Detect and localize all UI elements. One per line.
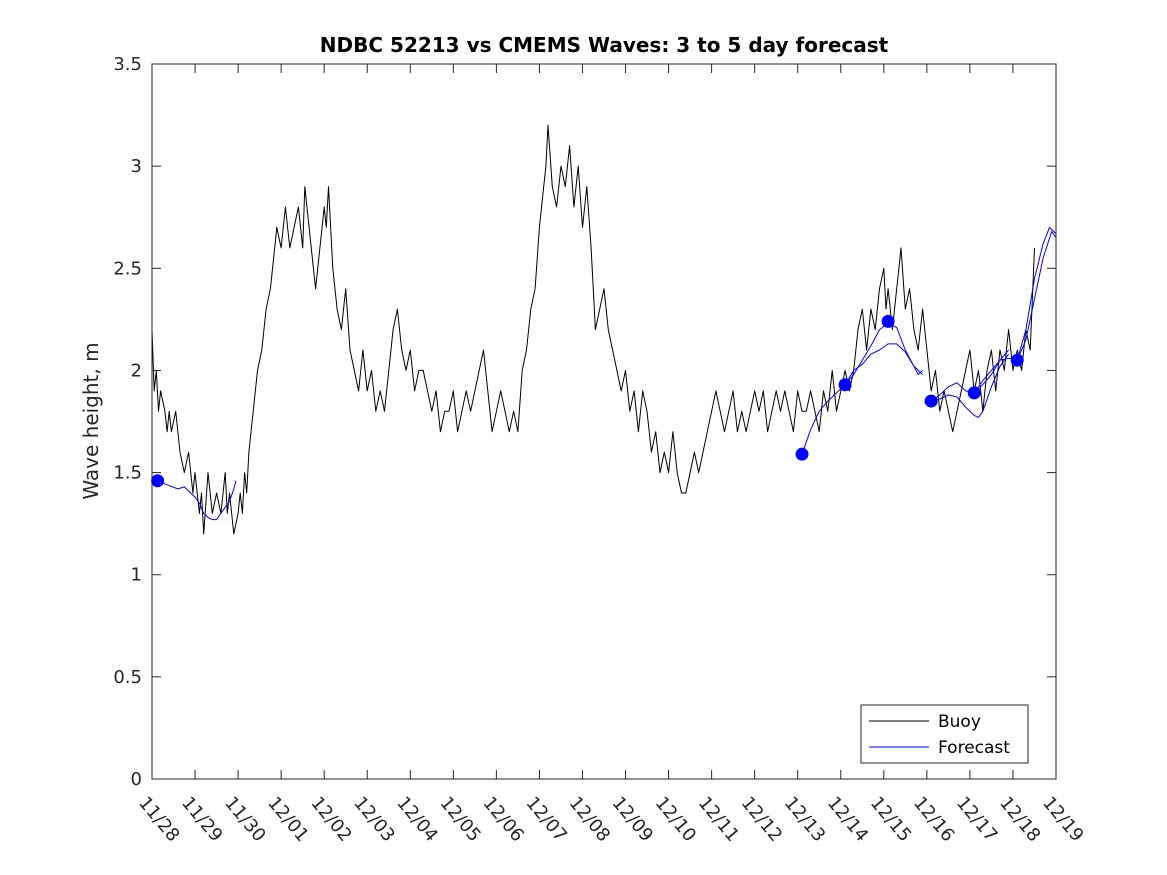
forecast-marker [924,394,938,408]
forecast-series-line [801,322,923,455]
forecast-series-line [1016,226,1057,361]
forecast-marker [1010,353,1024,367]
y-tick-label: 1 [131,565,142,586]
y-tick-label: 2.5 [113,258,142,279]
series-layer [151,124,1057,535]
chart-title: NDBC 52213 vs CMEMS Waves: 3 to 5 day fo… [320,33,889,57]
forecast-series-line [931,353,1010,418]
y-tick-label: 3 [131,156,142,177]
legend-label-forecast: Forecast [938,738,1010,758]
forecast-series-line [844,343,923,385]
y-tick-label: 0 [131,769,142,790]
y-tick-label: 1.5 [113,463,142,484]
forecast-marker [795,447,809,461]
buoy-series-line [151,124,1035,535]
y-tick-labels: 0 0.5 1 1.5 2 2.5 3 3.5 [113,54,142,790]
plot-area [152,64,1056,779]
forecast-series-line [157,480,237,521]
legend: Buoy Forecast [860,704,1029,764]
plot-frame [151,63,1057,780]
forecast-marker [881,314,895,328]
forecast-marker [838,378,852,392]
y-tick-label: 2 [131,360,142,381]
y-tick-label: 3.5 [113,54,142,75]
y-axis-label: Wave height, m [79,342,103,499]
forecast-marker [967,386,981,400]
forecast-marker [151,474,165,488]
legend-box [860,704,1029,764]
legend-label-buoy: Buoy [938,712,981,732]
y-tick-label: 0.5 [113,667,142,688]
